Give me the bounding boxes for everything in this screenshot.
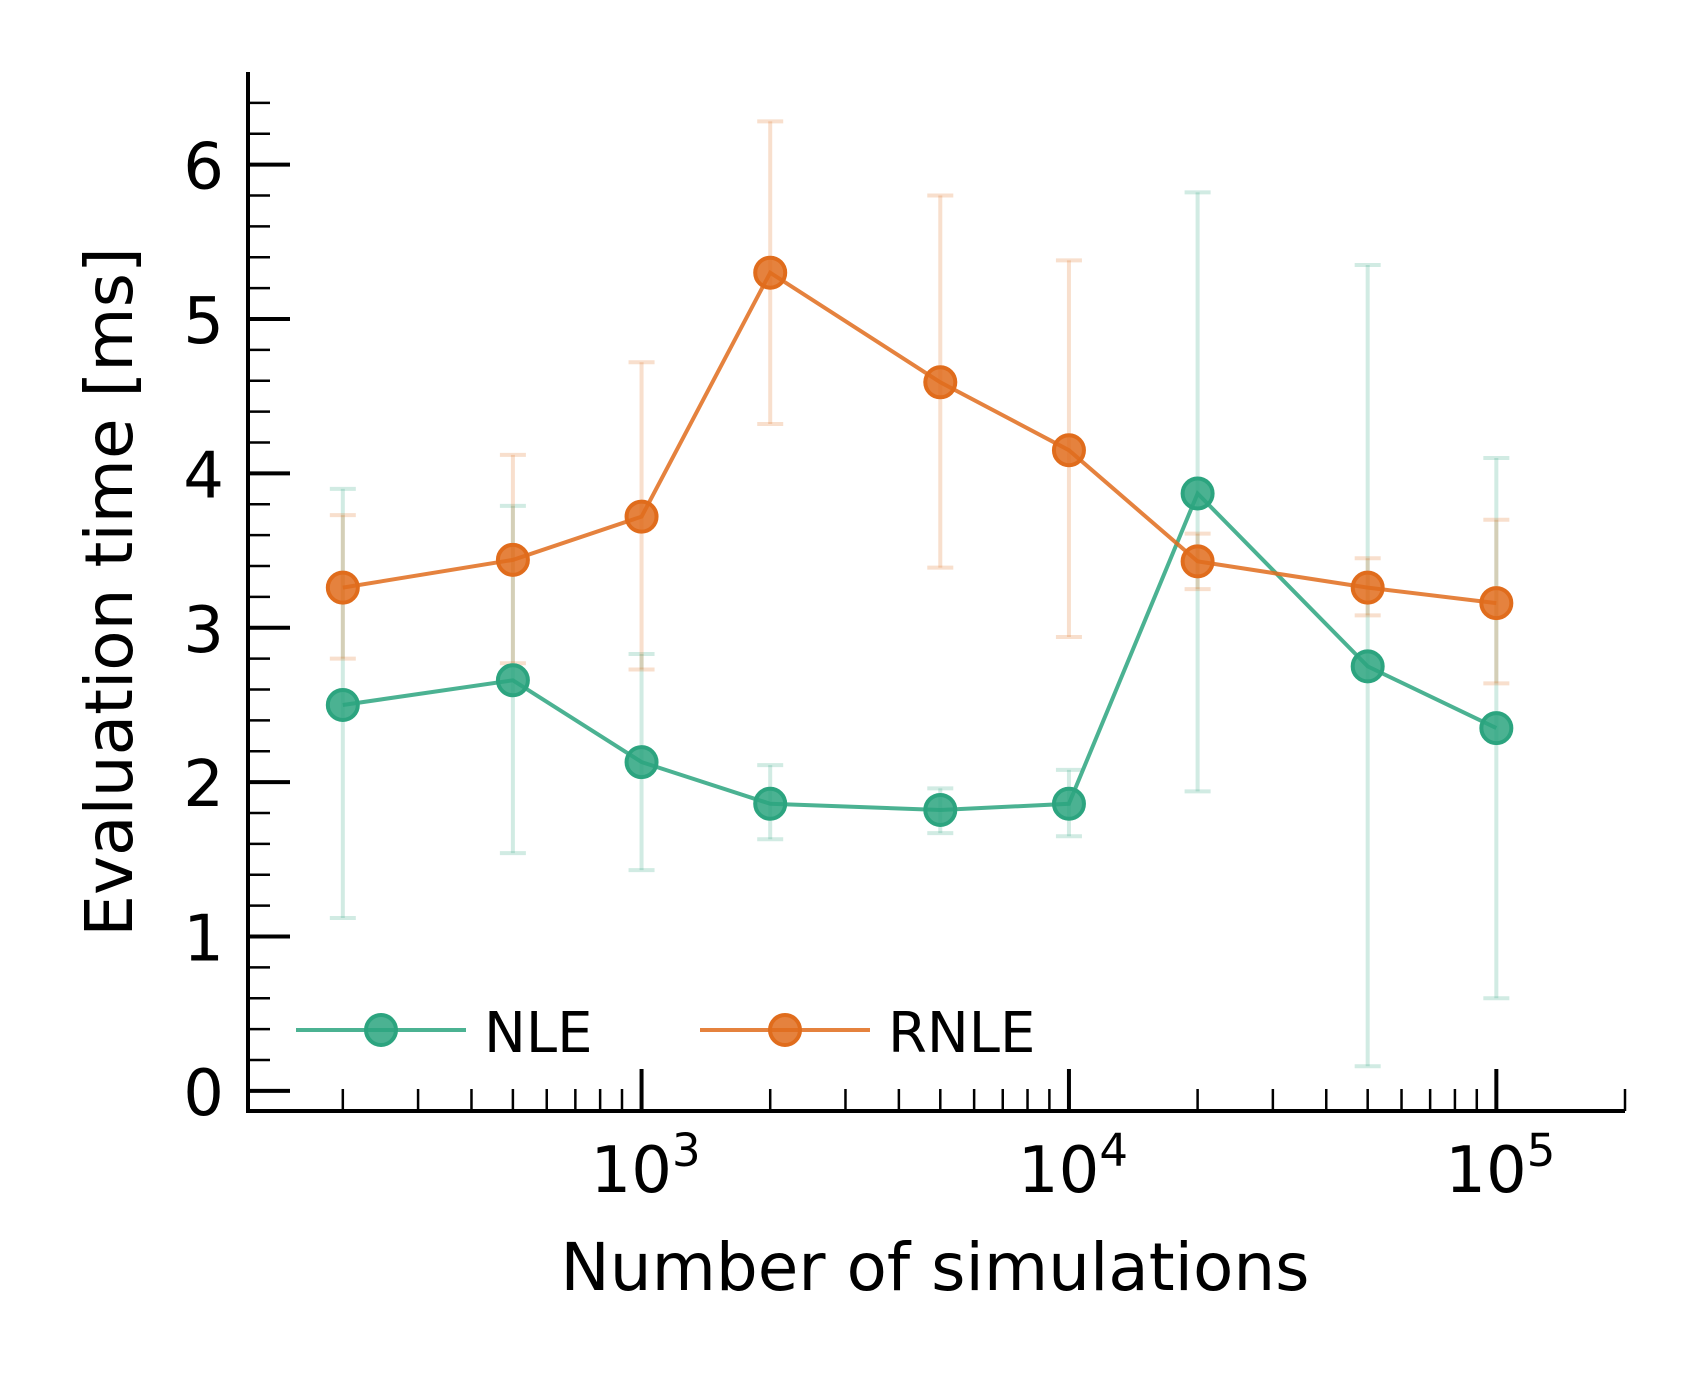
data-point-rnle <box>753 255 788 290</box>
data-point-nle <box>1479 711 1514 746</box>
legend: NLE RNLE <box>296 1001 1035 1066</box>
series-line-nle <box>342 489 1498 813</box>
data-point-rnle <box>923 365 958 400</box>
y-tick-label: 6 <box>183 131 224 205</box>
data-point-nle <box>624 745 659 780</box>
data-point-rnle <box>495 542 530 577</box>
y-tick-label: 0 <box>183 1057 224 1131</box>
data-point-nle <box>325 687 360 722</box>
y-tick-label: 3 <box>183 594 224 668</box>
data-point-nle <box>753 786 788 821</box>
y-tick-label: 4 <box>183 439 224 513</box>
data-point-rnle <box>1051 433 1086 468</box>
data-point-rnle <box>1180 544 1215 579</box>
legend-marker-rnle <box>768 1013 802 1047</box>
data-point-nle <box>1180 476 1215 511</box>
data-point-nle <box>1051 786 1086 821</box>
x-axis-label: Number of simulations <box>560 1229 1309 1306</box>
y-axis-label: Evaluation time [ms] <box>71 247 148 937</box>
error-bars <box>329 119 1510 1069</box>
x-tick-label: 105 <box>1445 1124 1555 1208</box>
y-tick-label: 1 <box>183 903 224 977</box>
data-point-nle <box>495 663 530 698</box>
legend-marker-nle <box>364 1013 398 1047</box>
x-tick-label: 104 <box>1018 1124 1128 1208</box>
data-point-rnle <box>1350 570 1385 605</box>
axes <box>246 72 1625 1113</box>
x-tick-label: 103 <box>591 1124 701 1208</box>
data-point-rnle <box>624 499 659 534</box>
data-point-nle <box>1350 649 1385 684</box>
series-lines <box>325 255 1514 827</box>
y-tick-label: 2 <box>183 748 224 822</box>
data-point-rnle <box>325 570 360 605</box>
data-point-rnle <box>1479 586 1514 621</box>
x-ticks: 103 104 105 <box>341 1069 1627 1208</box>
legend-label-rnle: RNLE <box>888 1001 1035 1066</box>
y-ticks: 0 1 2 3 4 5 6 <box>183 101 290 1131</box>
y-tick-label: 5 <box>183 285 224 359</box>
data-point-nle <box>923 792 958 827</box>
legend-label-nle: NLE <box>484 1001 592 1066</box>
